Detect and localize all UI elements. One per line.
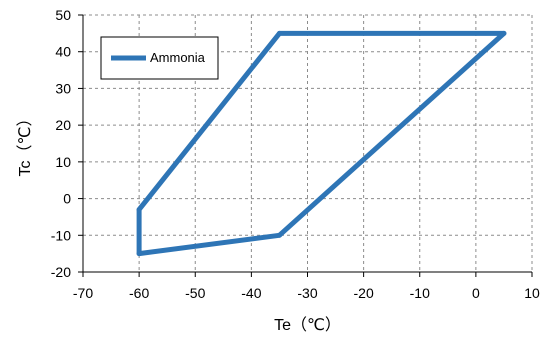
data-point [276, 30, 282, 36]
data-point [136, 251, 142, 257]
x-tick-label: 10 [524, 285, 540, 301]
y-tick-label: 10 [55, 154, 71, 170]
data-point [276, 232, 282, 238]
grid-lines [83, 14, 533, 272]
x-tick-label: -10 [410, 285, 430, 301]
x-tick-label: 0 [472, 285, 480, 301]
x-tick-label: -20 [354, 285, 374, 301]
data-point [501, 30, 507, 36]
y-tick-label: 0 [63, 191, 71, 207]
legend-label-ammonia: Ammonia [150, 50, 206, 65]
data-point [136, 207, 142, 213]
y-tick-label: 30 [55, 80, 71, 96]
x-tick-label: -50 [185, 285, 205, 301]
x-tick-label: -60 [129, 285, 149, 301]
y-tick-label: 20 [55, 117, 71, 133]
x-axis-title: Te（℃） [274, 316, 341, 334]
axes [78, 14, 533, 277]
y-tick-label: -20 [51, 264, 71, 280]
legend: Ammonia [100, 36, 219, 80]
y-tick-label: 50 [55, 7, 71, 23]
series-layer [136, 30, 507, 257]
tick-labels: -70 -60 -50 -40 -30 -20 -10 0 10 -20 -10 0 10 20 30 40 5… [51, 7, 540, 301]
y-axis-title: Tc（℃） [16, 111, 34, 177]
x-tick-label: -70 [73, 285, 93, 301]
x-tick-label: -40 [241, 285, 261, 301]
y-tick-label: -10 [51, 227, 71, 243]
series-line-ammonia [136, 30, 507, 257]
x-tick-label: -30 [297, 285, 317, 301]
y-tick-label: 40 [55, 44, 71, 60]
